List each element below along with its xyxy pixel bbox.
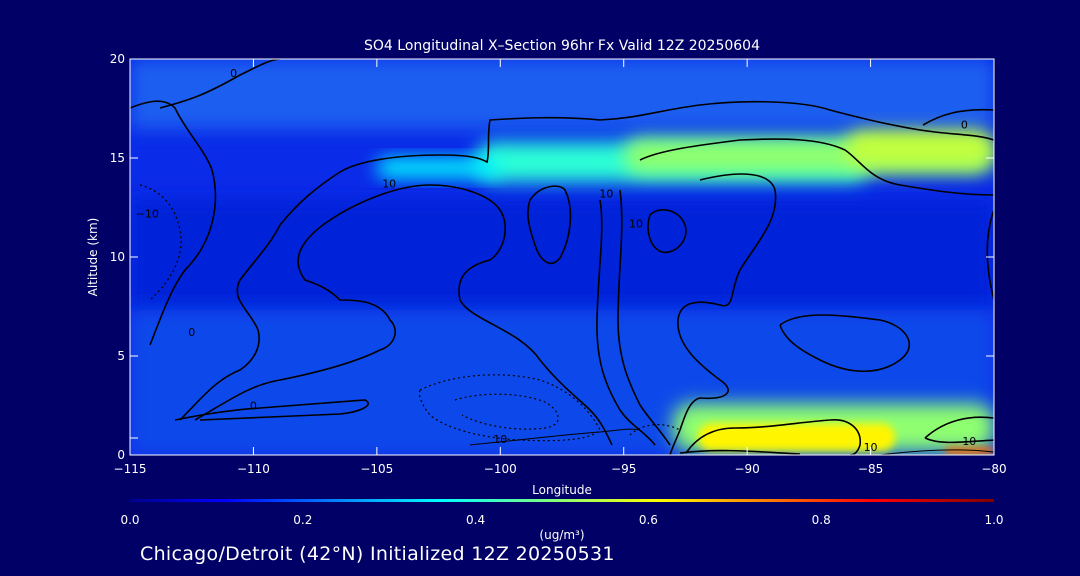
x-tick-label: −115 [114,462,147,476]
contour-line [647,209,687,254]
concentration-region [697,423,896,452]
contour-line [669,173,777,455]
contour-label: 10 [493,433,507,446]
contour-label: 0 [188,326,195,339]
y-tick-label: 0 [117,448,125,462]
contour-line [679,449,801,455]
contour-label: −10 [136,207,159,220]
contour-line [924,437,994,444]
contour-line [194,184,613,446]
contour-line [130,100,217,346]
y-tick-label: 5 [117,349,125,363]
contour-line [924,416,994,439]
contour-line [779,314,911,373]
x-tick-label: −85 [858,462,883,476]
contour-line [879,449,994,455]
x-tick-label: −100 [484,462,517,476]
y-tick-label: 10 [110,250,125,264]
x-tick-label: −90 [734,462,759,476]
colorbar-tick-label: 0.0 [120,513,139,527]
colorbar-tick-label: 0.2 [293,513,312,527]
contour-label: 0 [230,67,237,80]
contour-line [986,209,994,301]
y-tick-label: 20 [110,52,125,66]
contour-label: 10 [962,435,976,448]
contour-line [922,108,994,126]
contour-line [639,138,994,196]
x-tick-label: −110 [237,462,270,476]
y-tick-label: 15 [110,151,125,165]
concentration-region [845,130,994,166]
contour-label: 10 [629,217,643,230]
x-axis-label: Longitude [532,483,592,497]
colorbar-gradient [130,499,994,502]
contour-line [469,428,641,446]
colorbar: 0.0 0.2 0.4 0.6 0.8 1.0 (ug/m³) [120,499,1004,542]
x-tick-label: −105 [360,462,393,476]
contour-line [527,185,572,264]
concentration-region [944,447,994,455]
contour-lines [130,59,994,455]
x-tick-label: −95 [611,462,636,476]
colorbar-tick-label: 0.6 [639,513,658,527]
contour-line [454,393,559,430]
chart-title: SO4 Longitudinal X–Section 96hr Fx Valid… [364,38,760,54]
contour-label: 10 [382,178,396,191]
colorbar-tick-label: 0.4 [466,513,485,527]
contour-line [596,199,656,446]
contour-line [418,374,601,442]
y-axis-label: Altitude (km) [86,218,100,297]
colorbar-tick-label: 1.0 [984,513,1003,527]
x-axis: −115 −110 −105 −100 −95 −90 −85 −80 [114,59,1007,476]
contour-label: 10 [599,188,613,201]
contour-line [174,399,369,421]
contour-label: 0 [250,399,257,412]
y-axis: 0 5 10 15 20 [110,52,994,462]
footer-text: Chicago/Detroit (42°N) Initialized 12Z 2… [140,543,615,565]
contour-line [685,419,861,455]
x-tick-label: −80 [981,462,1006,476]
contour-line [159,59,281,109]
contour-label: 0 [961,118,968,131]
contour-line [617,189,671,446]
colorbar-tick-label: 0.8 [812,513,831,527]
colorbar-label: (ug/m³) [539,528,584,542]
concentration-region [376,158,501,178]
contour-line [179,100,994,421]
